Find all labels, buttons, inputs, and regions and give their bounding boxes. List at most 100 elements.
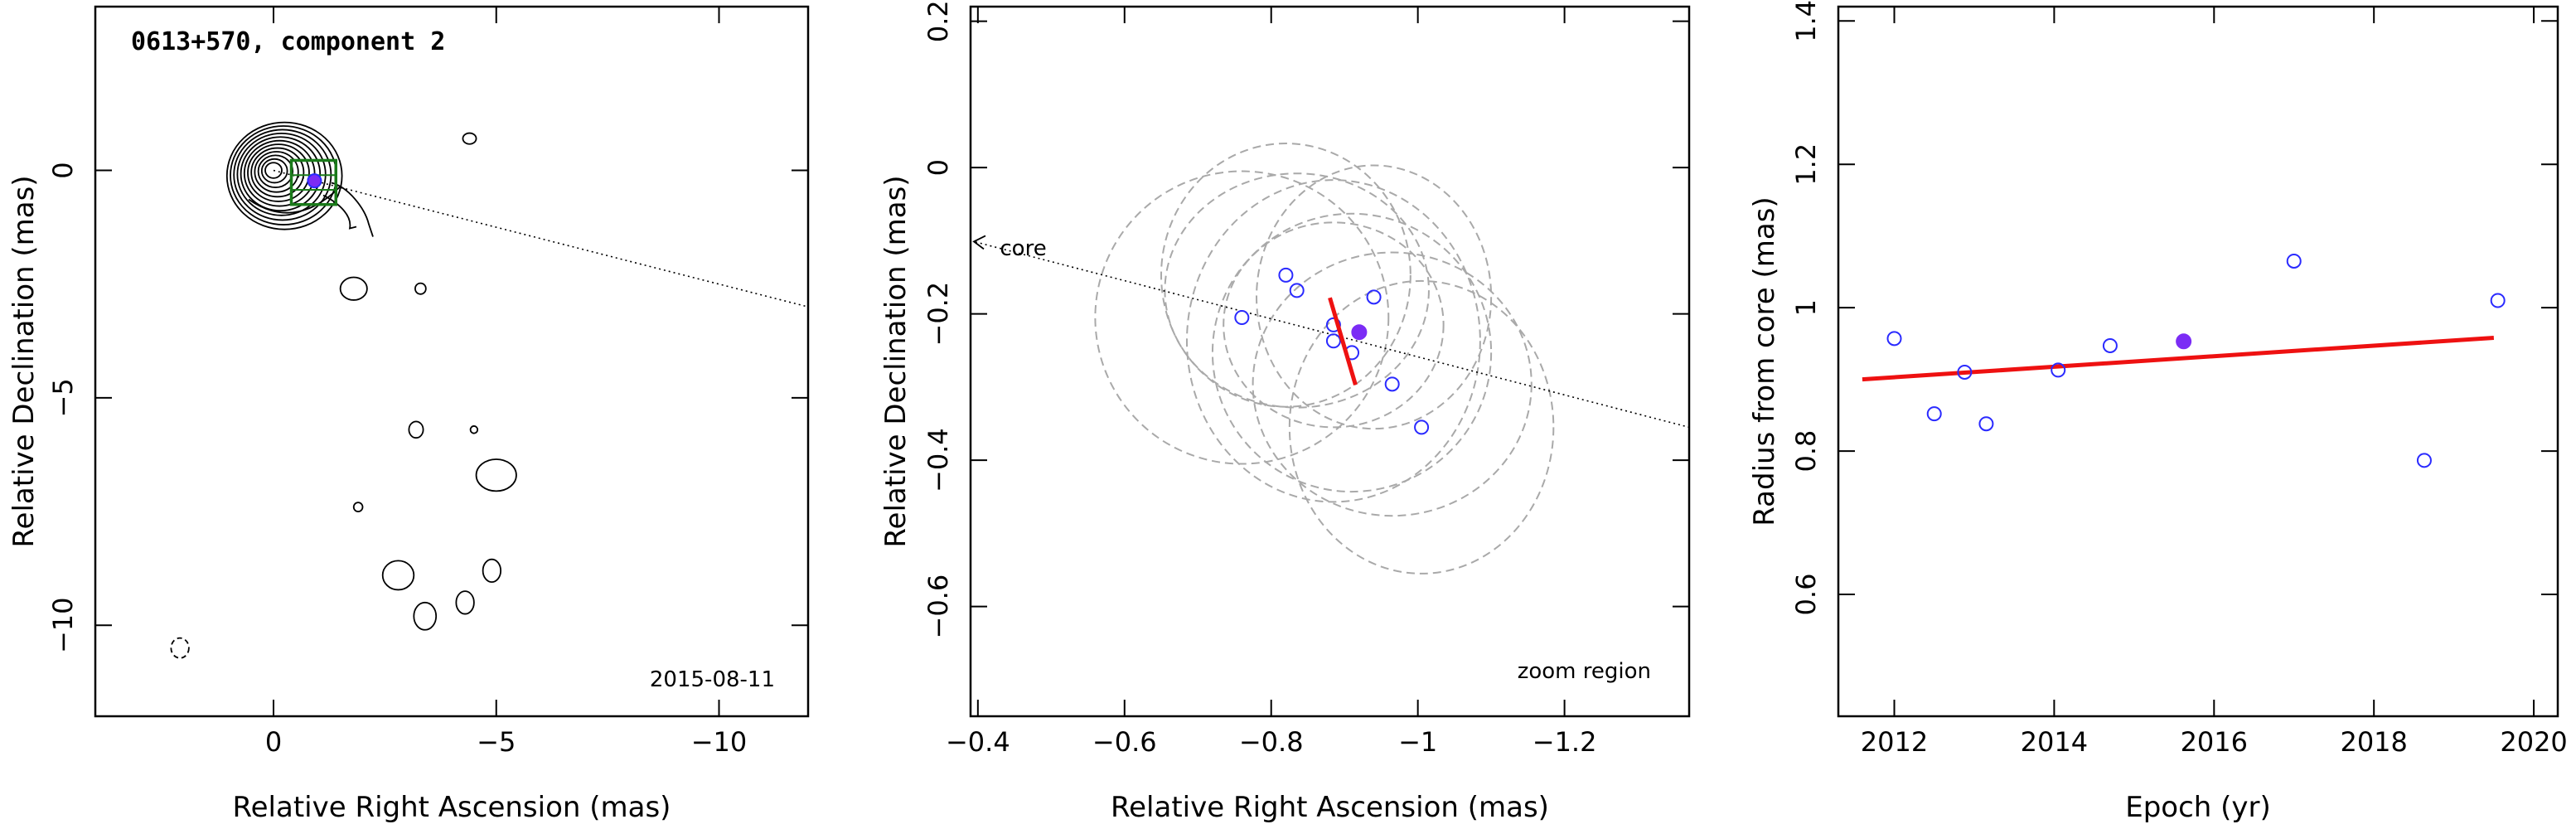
epoch-point <box>2416 453 2432 468</box>
x-tick-label: 0 <box>265 726 282 758</box>
panel-zoom-region: core zoom region Relative Right Ascensio… <box>879 0 1691 824</box>
core-contour <box>260 158 288 184</box>
y-tick-label: −0.2 <box>922 282 954 347</box>
x-axis-title: Relative Right Ascension (mas) <box>233 791 671 824</box>
plot-frame <box>969 5 1691 718</box>
zoom-box <box>289 158 337 206</box>
epoch-point <box>1325 333 1341 349</box>
error-ellipse <box>1288 279 1555 574</box>
x-tick-label: −0.6 <box>1092 726 1157 758</box>
core-contour <box>225 121 343 230</box>
epoch-date-label: 2015-08-11 <box>650 667 775 692</box>
epoch-point <box>1414 419 1430 435</box>
plot-frame <box>94 5 810 718</box>
y-tick-label: 0 <box>922 159 954 176</box>
y-tick-label: −0.6 <box>922 574 954 639</box>
epoch-point <box>1384 376 1400 392</box>
contour-island <box>455 590 475 615</box>
panel-radius-vs-epoch: Epoch (yr) Radius from core (mas) 2012 20… <box>1748 0 2568 824</box>
core-contour <box>250 147 305 198</box>
plot-frame <box>1837 5 2559 718</box>
x-tick-label: −1.2 <box>1533 726 1597 758</box>
motion-vector <box>1328 297 1358 385</box>
plot-area <box>972 143 1689 574</box>
jet-direction-line <box>273 169 808 308</box>
zoom-region-label: zoom region <box>1518 659 1651 684</box>
x-tick-label: 2012 <box>1861 726 1928 758</box>
x-tick-label: −5 <box>477 726 516 758</box>
plot-area <box>170 121 808 659</box>
epoch-point <box>1234 310 1250 326</box>
y-tick-label: 0 <box>47 162 79 178</box>
error-ellipse <box>1252 251 1533 517</box>
contour-island <box>475 458 517 492</box>
contour-island <box>462 132 477 145</box>
jet-contour <box>248 186 341 214</box>
jet-contour <box>322 194 357 230</box>
contour-island <box>339 276 368 301</box>
error-ellipse <box>1164 172 1430 409</box>
core-contour <box>247 143 310 202</box>
panel-contour-map: 0613+570, component 2 2015-08-11 Relativ… <box>7 5 810 824</box>
y-tick-label: 0.8 <box>1790 430 1822 473</box>
contour-island <box>170 637 190 659</box>
contour-island <box>413 601 438 631</box>
y-tick-label: 1.4 <box>1790 0 1822 42</box>
x-tick-label: −0.4 <box>946 726 1010 758</box>
core-label: core <box>1000 236 1046 261</box>
error-ellipse <box>1211 212 1493 493</box>
x-tick-label: −10 <box>691 726 748 758</box>
epoch-point <box>2286 253 2302 269</box>
epoch-point <box>1886 331 1902 347</box>
x-tick-label: 2018 <box>2340 726 2407 758</box>
error-ellipse <box>1256 164 1493 430</box>
y-tick-label: −0.4 <box>922 428 954 492</box>
epoch-point <box>1926 406 1942 422</box>
x-tick-label: −0.8 <box>1239 726 1304 758</box>
error-ellipse <box>1185 179 1481 503</box>
y-tick-label: −10 <box>47 597 79 653</box>
error-ellipse <box>1223 221 1445 429</box>
contour-island <box>482 558 502 584</box>
epoch-point <box>1289 283 1305 298</box>
y-tick-label: 1.2 <box>1790 143 1822 186</box>
core-contour <box>240 136 322 212</box>
epoch-point <box>1325 317 1341 332</box>
jet-contour <box>331 182 374 237</box>
x-tick-label: 2020 <box>2500 726 2567 758</box>
error-ellipse <box>1160 143 1411 408</box>
epoch-point <box>1366 289 1382 305</box>
y-tick-label: 1 <box>1790 299 1822 316</box>
panel-title: 0613+570, component 2 <box>131 27 445 56</box>
y-tick-label: 0.2 <box>922 0 954 42</box>
x-tick-label: 2016 <box>2181 726 2248 758</box>
x-tick-label: 2014 <box>2021 726 2088 758</box>
core-arrowhead <box>972 235 986 250</box>
contour-island <box>408 420 424 439</box>
contour-island <box>352 502 364 512</box>
core-contour <box>264 162 283 179</box>
contour-island <box>469 425 479 434</box>
epoch-point <box>1957 364 1973 380</box>
mean-position <box>1351 324 1368 341</box>
error-ellipse <box>1094 170 1390 465</box>
mean-position <box>2176 333 2192 350</box>
contour-island <box>414 282 427 295</box>
y-tick-label: 0.6 <box>1790 574 1822 616</box>
y-axis-title: Relative Declination (mas) <box>7 175 41 547</box>
x-axis-title: Relative Right Ascension (mas) <box>1111 791 1549 824</box>
epoch-point <box>1978 416 1994 432</box>
epoch-point <box>1278 267 1294 283</box>
epoch-point <box>2051 362 2066 378</box>
core-contour <box>243 139 316 207</box>
contour-island <box>381 560 415 591</box>
epoch-point <box>2490 293 2506 308</box>
core-contour <box>254 151 299 193</box>
y-axis-title: Radius from core (mas) <box>1748 196 1781 526</box>
x-tick-label: −1 <box>1398 726 1437 758</box>
epoch-point <box>2102 337 2118 353</box>
y-axis-title: Relative Declination (mas) <box>879 175 913 547</box>
x-axis-title: Epoch (yr) <box>2125 791 2271 824</box>
component-marker <box>307 173 322 189</box>
